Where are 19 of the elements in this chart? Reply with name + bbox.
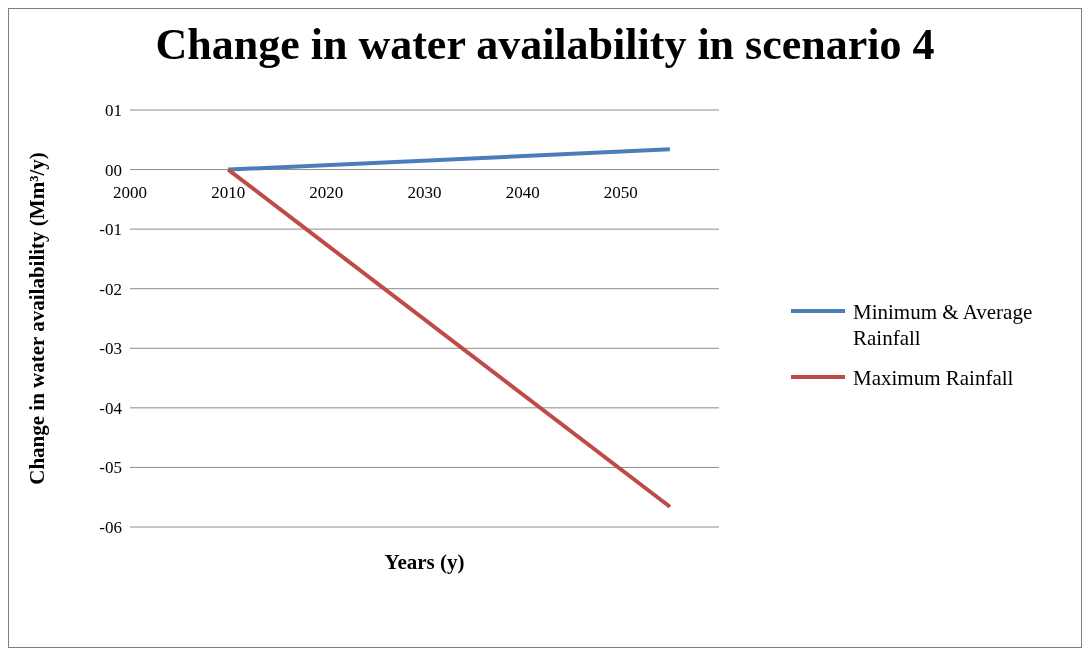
y-tick-label: -01 [99, 220, 122, 240]
y-tick-label: -04 [99, 398, 123, 418]
x-tick-label: 2030 [407, 183, 442, 203]
x-tick-label: 2010 [211, 183, 246, 203]
y-tick-label: -02 [99, 279, 122, 299]
y-tick-label: -05 [99, 458, 122, 478]
x-tick-label: 2020 [309, 183, 344, 203]
x-tick-label: 2050 [603, 183, 638, 203]
y-tick-label: 00 [105, 160, 122, 180]
chart-title: Change in water availability in scenario 4 [154, 19, 936, 70]
legend-label: Maximum Rainfall [853, 365, 1014, 391]
x-tick-label: 2000 [113, 183, 147, 203]
y-tick-label: 01 [105, 101, 122, 121]
x-tick-label: 2040 [505, 183, 540, 203]
y-tick-label: -03 [99, 339, 122, 359]
legend-label: Minimum & Average Rainfall [853, 299, 1034, 351]
y-tick-label: -06 [99, 518, 122, 538]
y-axis-title: Change in water availability (Mm³/y) [25, 152, 50, 485]
x-axis-title: Years (y) [384, 550, 465, 574]
